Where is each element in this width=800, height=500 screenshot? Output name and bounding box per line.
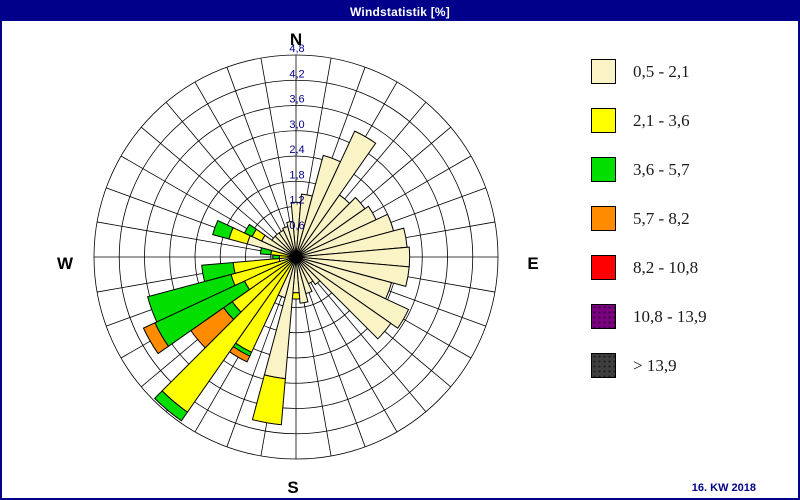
wind-rose-petal	[251, 374, 286, 426]
legend-item: 10,8 - 13,9	[591, 292, 707, 341]
compass-label-east: E	[527, 254, 539, 273]
rose-center-hub	[291, 252, 301, 262]
legend-item: 2,1 - 3,6	[591, 96, 707, 145]
legend-label: 2,1 - 3,6	[633, 110, 690, 130]
compass-label-south: S	[287, 478, 299, 497]
legend-swatch	[591, 206, 616, 231]
legend-label: > 13,9	[633, 355, 677, 375]
calendar-week-label: 16. KW 2018	[691, 482, 756, 494]
grid-spoke	[226, 67, 297, 258]
radial-axis-tick-label: 0,6	[289, 220, 304, 232]
wind-rose-petals	[142, 130, 411, 426]
compass-label-west: W	[56, 254, 74, 273]
legend-label: 0,5 - 2,1	[633, 61, 690, 81]
legend-swatch	[591, 353, 616, 378]
grid-spoke	[141, 126, 297, 258]
grid-spoke	[194, 81, 297, 258]
wind-rose-petal	[295, 130, 377, 258]
wind-rose-petal	[295, 256, 309, 304]
grid-spoke	[165, 102, 297, 258]
legend-item: 8,2 - 10,8	[591, 243, 707, 292]
wind-rose-petal	[295, 256, 392, 340]
legend-swatch	[591, 304, 616, 329]
wind-rose-petal	[147, 273, 236, 323]
window-title: Windstatistik [%]	[350, 4, 450, 19]
window-titlebar[interactable]: Windstatistik [%]	[2, 2, 798, 21]
radial-axis-tick-label: 1,2	[289, 195, 304, 207]
wind-rose-petal	[286, 220, 297, 258]
legend-item: > 13,9	[591, 341, 707, 390]
wind-rose-petal	[295, 256, 410, 329]
legend-swatch	[591, 255, 616, 280]
wind-rose-petal	[201, 261, 236, 283]
radial-axis-tick-label: 3,6	[289, 94, 304, 106]
wind-rose-petal	[291, 292, 301, 300]
legend-item: 5,7 - 8,2	[591, 194, 707, 243]
radial-axis-tick-label: 2,4	[289, 144, 304, 156]
radial-axis-tick-label: 1,8	[289, 169, 304, 181]
radial-axis-tick-label: 4,8	[289, 43, 304, 55]
legend-item: 0,5 - 2,1	[591, 47, 707, 96]
legend-swatch	[591, 108, 616, 133]
wind-rose-petal	[295, 256, 321, 286]
wind-rose-petal	[243, 223, 258, 238]
compass-label-north: N	[289, 30, 303, 49]
legend-label: 3,6 - 5,7	[633, 159, 690, 179]
legend-label: 8,2 - 10,8	[633, 257, 699, 277]
radial-axis-labels: 0,6 1,2 1,8 2,4 3,0 3,6 4,2 4,8	[289, 43, 304, 232]
wind-rose-chart: 0,6 1,2 1,8 2,4 3,0 3,6 4,2 4,8	[93, 43, 499, 460]
radial-axis-tick-label: 4,2	[289, 68, 304, 80]
wind-speed-legend: 0,5 - 2,1 2,1 - 3,6 3,6 - 5,7 5,7 - 8,2 8,2 …	[591, 47, 707, 390]
legend-swatch	[591, 157, 616, 182]
wind-rose-petal	[212, 219, 234, 240]
legend-label: 10,8 - 13,9	[633, 306, 707, 326]
legend-item: 3,6 - 5,7	[591, 145, 707, 194]
wind-rose-petal	[142, 322, 170, 355]
legend-swatch	[591, 59, 616, 84]
wind-rose-petal	[153, 390, 189, 422]
legend-label: 5,7 - 8,2	[633, 208, 690, 228]
grid-spoke	[295, 256, 398, 433]
radial-axis-tick-label: 3,0	[289, 119, 304, 131]
